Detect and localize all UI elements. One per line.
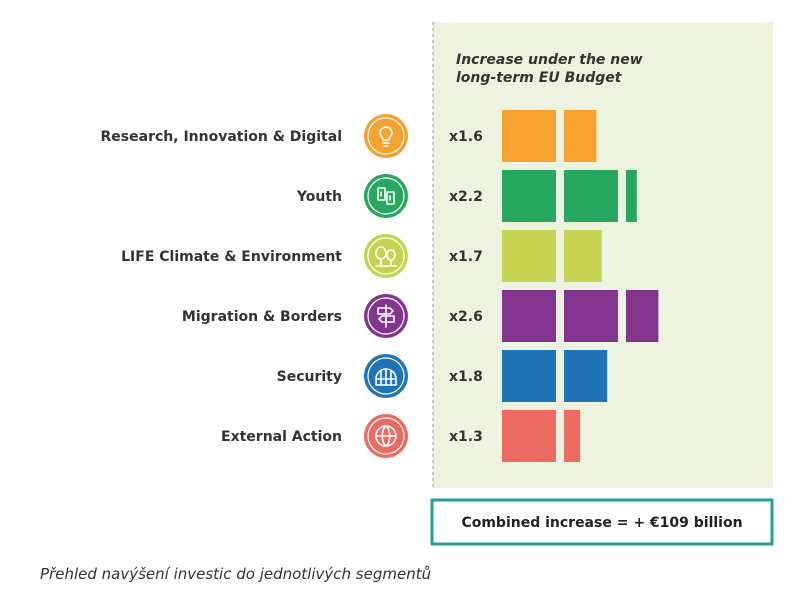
globe-pin-icon [364,414,408,458]
bar-block [564,110,597,162]
shield-dome-icon [364,354,408,398]
icon-glyph [375,425,397,447]
panel-title-line-2: long-term EU Budget [456,70,623,86]
category-label: Research, Innovation & Digital [101,129,342,145]
bar-block [502,410,556,462]
icon-glyph [377,187,395,205]
bar-block [502,230,556,282]
bar-block [626,290,659,342]
bar-block [564,410,581,462]
lightbulb-icon [364,114,408,158]
chart-rows: Research, Innovation & Digital x1.6 Youth x… [101,110,659,462]
trees-icon [364,234,408,278]
category-label: External Action [221,429,342,445]
icon-glyph [377,304,395,328]
bar-block [564,230,602,282]
panel-title-line-1: Increase under the new [456,52,643,68]
people-icon [364,174,408,218]
bar-block [502,350,556,402]
bar-block [626,170,637,222]
total-box [430,498,774,546]
icon-ring [367,177,405,215]
signpost-icon [364,294,408,338]
icon-ring [367,237,405,275]
icon-glyph [379,126,393,147]
chart-row: External Action x1.3 [221,410,581,462]
bar-block [564,350,608,402]
icon-ring [367,117,405,155]
multiplier-label: x1.3 [449,429,483,445]
chart-row: LIFE Climate & Environment x1.7 [121,230,602,282]
multiplier-label: x2.2 [449,189,483,205]
icon-ring [367,357,405,395]
bar-block [564,170,618,222]
multiplier-label: x2.6 [449,309,483,325]
icon-circle [364,174,408,218]
icon-circle [364,114,408,158]
icon-glyph [375,246,397,267]
category-label: Migration & Borders [182,309,342,325]
chart-row: Security x1.8 [277,350,608,402]
multiplier-label: x1.8 [449,369,483,385]
bar-block [564,290,618,342]
category-label: Security [277,369,342,385]
multiplier-label: x1.6 [449,129,483,145]
icon-ring [367,417,405,455]
bar-block [502,290,556,342]
bar-block [502,110,556,162]
chart-row: Youth x2.2 [296,170,637,222]
icon-glyph [375,368,397,386]
figure-caption: Přehled navýšení investic do jednotlivýc… [40,565,432,583]
chart-row: Migration & Borders x2.6 [182,290,659,342]
panel-background [433,22,773,488]
chart-row: Research, Innovation & Digital x1.6 [101,110,597,162]
icon-ring [367,297,405,335]
bar-block [502,170,556,222]
category-label: LIFE Climate & Environment [121,249,342,265]
panel-title: Increase under the new long-term EU Budg… [456,52,648,86]
multiplier-label: x1.7 [449,249,483,265]
total-label: Combined increase = + €109 billion [461,515,742,531]
category-label: Youth [296,189,342,205]
